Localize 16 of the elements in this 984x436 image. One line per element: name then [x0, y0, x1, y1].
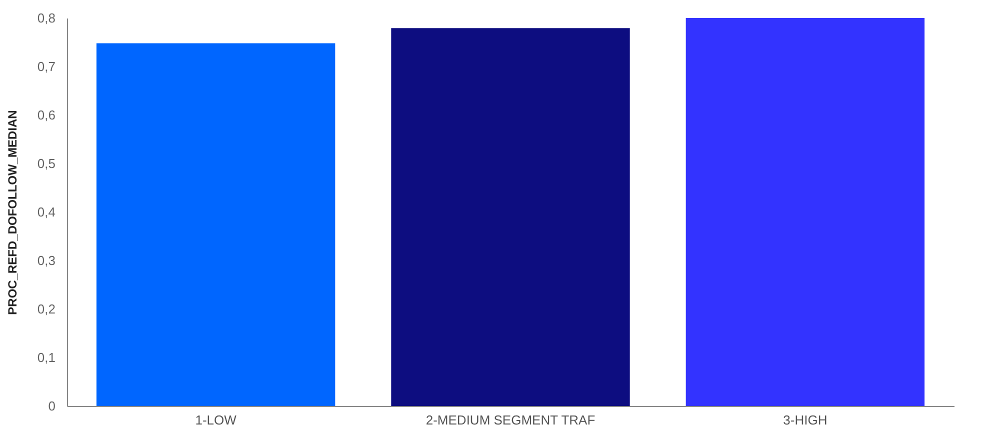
y-tick-label: 0,3: [37, 253, 56, 268]
bar: [686, 18, 925, 406]
bar: [391, 28, 630, 406]
bar: [96, 43, 336, 406]
y-tick-label: 0,5: [37, 156, 56, 171]
y-axis-title: PROC_REFD_DOFOLLOW_MEDIAN: [5, 110, 20, 315]
x-tick-label: 2-MEDIUM SEGMENT TRAF: [426, 412, 596, 428]
y-tick-label: 0,1: [37, 350, 56, 365]
x-tick-label: 1-LOW: [195, 412, 238, 428]
y-tick-label: 0,2: [37, 302, 56, 316]
x-tick-label: 3-HIGH: [783, 412, 828, 428]
y-tick-label: 0,4: [37, 204, 56, 220]
text: 0: [48, 398, 56, 414]
y-tick-label: 0,6: [37, 108, 56, 122]
y-tick-label: 0,8: [37, 10, 56, 26]
y-tick-label: 0,7: [37, 59, 56, 74]
